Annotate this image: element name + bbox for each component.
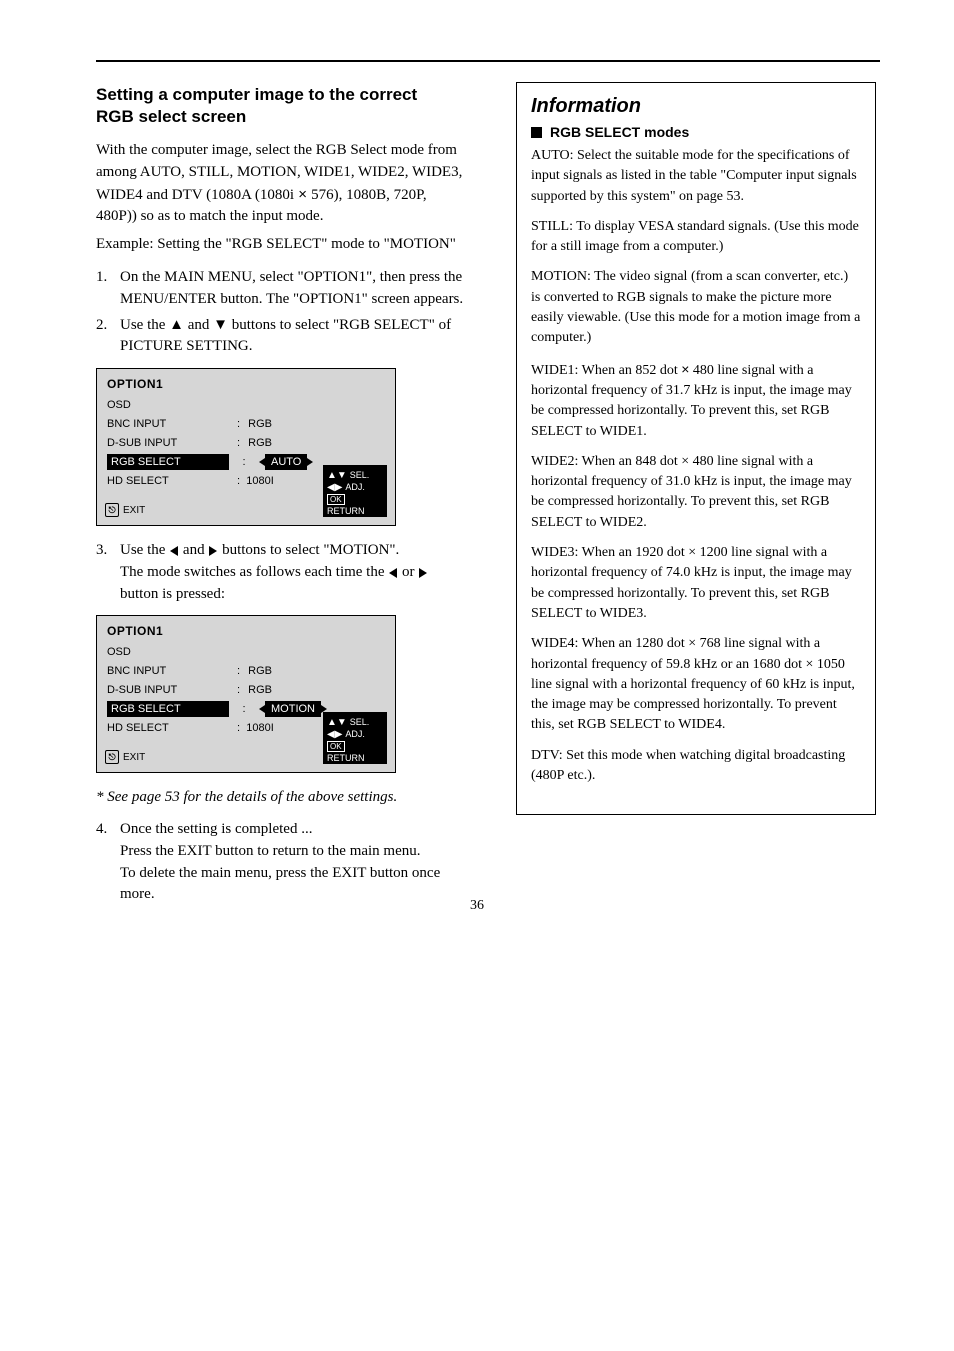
info-text: AUTO: Select the suitable mode for the s… <box>531 146 861 786</box>
updown-icon: ▲▼ <box>327 470 347 481</box>
s3c: buttons to select "MOTION". <box>218 542 399 558</box>
section-heading: Setting a computer image to the correct … <box>96 84 456 128</box>
osd-row: BNC INPUT : RGB <box>97 414 395 433</box>
s3b: and <box>179 542 208 558</box>
step-text: Once the setting is completed ... Press … <box>120 819 466 906</box>
note-line: * See page 53 for the details of the abo… <box>96 787 456 809</box>
osd-row: BNC INPUT : RGB <box>97 661 395 680</box>
page: Information RGB SELECT modes AUTO: Selec… <box>0 0 954 950</box>
step-4: 4. Once the setting is completed ... Pre… <box>96 819 466 906</box>
s3a: Use the <box>120 542 169 558</box>
osd-label: OSD <box>107 646 237 658</box>
osd-title: OPTION1 <box>97 616 395 642</box>
osd-value: MOTION <box>265 701 321 717</box>
arrow-left-icon <box>389 568 397 578</box>
nav-ok: OK <box>327 494 345 505</box>
nav-return: RETURN <box>327 753 365 763</box>
osd-row: D-SUB INPUT : RGB <box>97 433 395 452</box>
info-still: STILL: To display VESA standard signals.… <box>531 217 861 258</box>
top-rule <box>96 60 880 62</box>
osd-exit-label: EXIT <box>123 505 145 516</box>
osd-nav-hint: ▲▼ SEL. ◀▶ ADJ. OK RETURN <box>323 465 387 517</box>
step-text: Use the ▲ and ▼ buttons to select "RGB S… <box>120 315 466 359</box>
osd-label: BNC INPUT <box>107 418 237 430</box>
intro-paragraph: With the computer image, select the RGB … <box>96 140 466 228</box>
osd-value: AUTO <box>265 454 307 470</box>
step-text: Use the and buttons to select "MOTION". … <box>120 540 466 605</box>
intro-num: 576 <box>311 187 334 203</box>
step-2: 2. Use the ▲ and ▼ buttons to select "RG… <box>96 315 466 359</box>
nav-sel: SEL. <box>350 717 370 727</box>
updown-icon: ▲▼ <box>327 717 347 728</box>
arrow-right-icon <box>209 546 217 556</box>
leftright-icon: ◀▶ <box>327 482 342 493</box>
info-wide1-a: WIDE1: When an 852 dot <box>531 363 681 378</box>
osd-value: RGB <box>240 437 280 449</box>
osd-exit-label: EXIT <box>123 752 145 763</box>
info-dtv: DTV: Set this mode when watching digital… <box>531 746 861 787</box>
osd-label: D-SUB INPUT <box>107 437 237 449</box>
step-num: 4. <box>96 819 112 906</box>
osd-label: BNC INPUT <box>107 665 237 677</box>
osd-exit: ⎋ EXIT <box>105 503 145 517</box>
osd-row: OSD <box>97 395 395 414</box>
osd-label: HD SELECT <box>107 475 237 487</box>
info-wide1: WIDE1: When an 852 dot × 480 line signal… <box>531 359 861 442</box>
nav-adj: ADJ. <box>345 482 365 492</box>
arrow-right-icon <box>307 458 313 466</box>
step-1: 1. On the MAIN MENU, select "OPTION1", t… <box>96 267 466 311</box>
exit-icon: ⎋ <box>105 750 119 764</box>
osd-label: RGB SELECT <box>107 454 229 470</box>
step-num: 1. <box>96 267 112 311</box>
nav-sel: SEL. <box>350 470 370 480</box>
osd-screenshot-2: OPTION1 OSD BNC INPUT : RGB D-SUB INPUT … <box>96 615 396 773</box>
info-motion: MOTION: The video signal (from a scan co… <box>531 267 861 348</box>
info-title: Information <box>531 95 861 118</box>
osd-value: RGB <box>240 665 280 677</box>
nav-ok: OK <box>327 741 345 752</box>
info-subtitle-row: RGB SELECT modes <box>531 124 861 140</box>
arrow-left-icon <box>170 546 178 556</box>
osd-value: RGB <box>240 684 280 696</box>
nav-return: RETURN <box>327 506 365 516</box>
info-wide2: WIDE2: When an 848 dot × 480 line signal… <box>531 452 861 533</box>
osd-exit: ⎋ EXIT <box>105 750 145 764</box>
osd-value: 1080I <box>240 722 280 734</box>
info-wide4: WIDE4: When an 1280 dot × 768 line signa… <box>531 634 861 735</box>
info-subtitle: RGB SELECT modes <box>550 124 689 140</box>
times-icon: × <box>294 186 311 203</box>
step-text: On the MAIN MENU, select "OPTION1", then… <box>120 267 466 311</box>
step-3: 3. Use the and buttons to select "MOTION… <box>96 540 466 605</box>
step-num: 3. <box>96 540 112 605</box>
osd-title: OPTION1 <box>97 369 395 395</box>
s3d: The mode switches as follows each time t… <box>120 564 388 580</box>
s3f: button is pressed: <box>120 586 225 602</box>
information-box: Information RGB SELECT modes AUTO: Selec… <box>516 82 876 815</box>
s3e: or <box>398 564 418 580</box>
osd-row: OSD <box>97 642 395 661</box>
osd-label: HD SELECT <box>107 722 237 734</box>
osd-label: OSD <box>107 399 237 411</box>
info-auto: AUTO: Select the suitable mode for the s… <box>531 146 861 207</box>
osd-value: RGB <box>240 418 280 430</box>
step-num: 2. <box>96 315 112 359</box>
osd-label: D-SUB INPUT <box>107 684 237 696</box>
exit-icon: ⎋ <box>105 503 119 517</box>
osd-value: 1080I <box>240 475 280 487</box>
nav-adj: ADJ. <box>345 729 365 739</box>
osd-screenshot-1: OPTION1 OSD BNC INPUT : RGB D-SUB INPUT … <box>96 368 396 526</box>
square-bullet-icon <box>531 127 542 138</box>
arrow-right-icon <box>419 568 427 578</box>
info-wide3: WIDE3: When an 1920 dot × 1200 line sign… <box>531 543 861 624</box>
page-number: 36 <box>470 898 484 914</box>
osd-row: D-SUB INPUT : RGB <box>97 680 395 699</box>
osd-nav-hint: ▲▼ SEL. ◀▶ ADJ. OK RETURN <box>323 712 387 764</box>
leftright-icon: ◀▶ <box>327 729 342 740</box>
osd-label: RGB SELECT <box>107 701 229 717</box>
